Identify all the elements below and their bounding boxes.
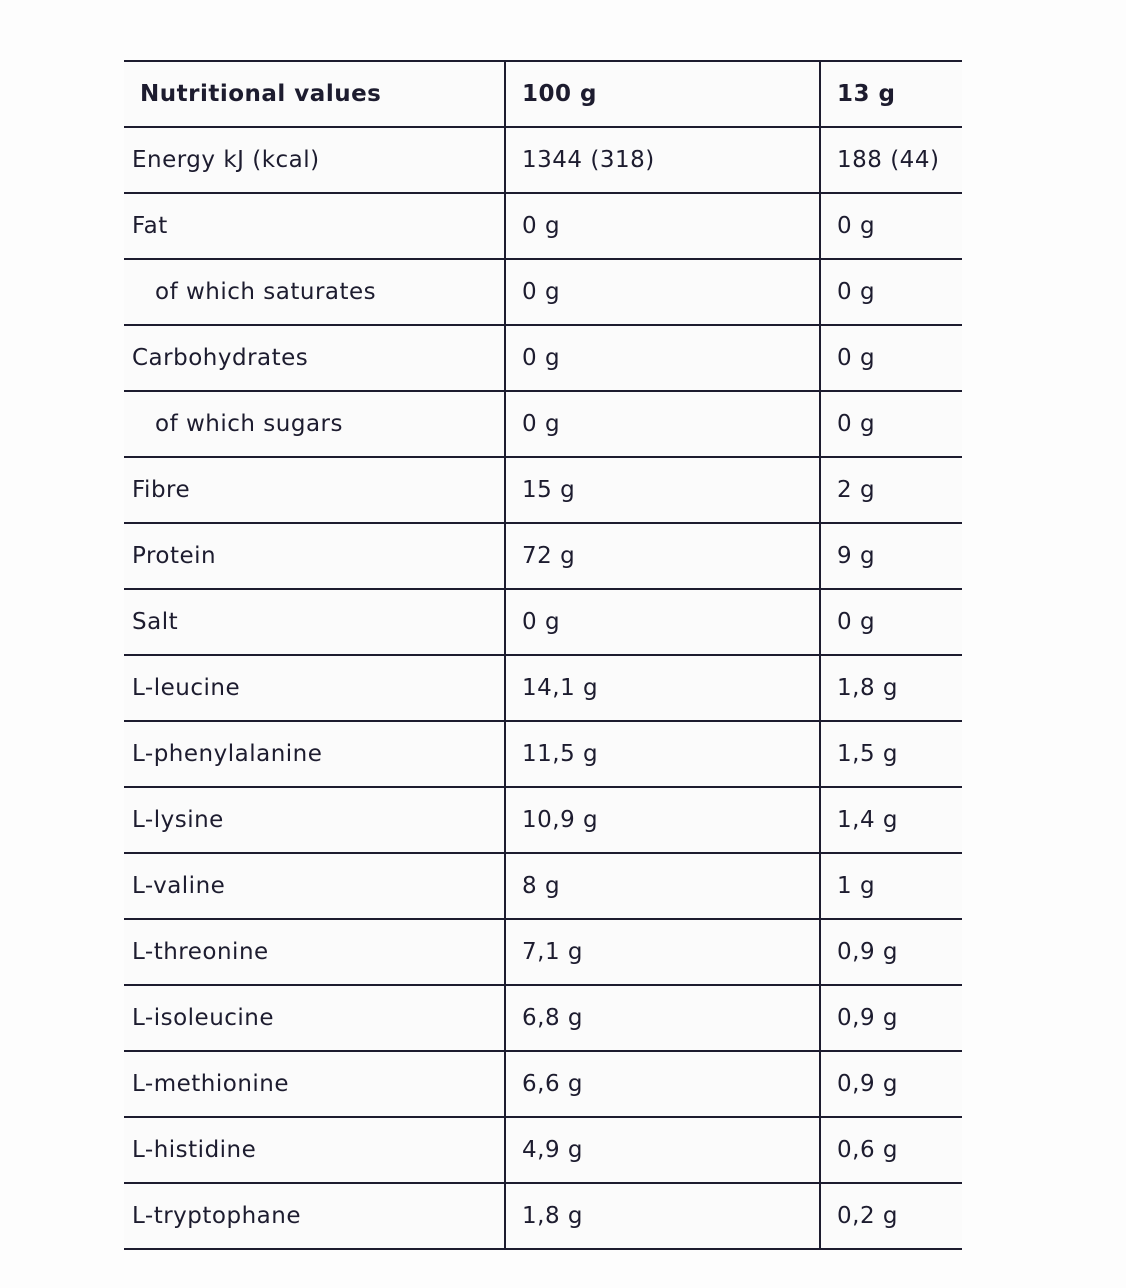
nutrient-name: Fibre — [124, 456, 505, 524]
value-per-serving: 1,5 g — [820, 720, 962, 788]
value-per-100g: 0 g — [504, 324, 821, 392]
header-row: Nutritional values 100 g 13 g — [124, 60, 962, 128]
table-row: Energy kJ (kcal) 1344 (318) 188 (44) — [124, 126, 962, 194]
value-per-100g: 72 g — [504, 522, 821, 590]
nutrient-name: Salt — [124, 588, 505, 656]
value-per-serving: 0 g — [820, 192, 962, 260]
table-row: L-threonine 7,1 g 0,9 g — [124, 918, 962, 986]
value-per-100g: 0 g — [504, 192, 821, 260]
nutrient-name: L-methionine — [124, 1050, 505, 1118]
value-per-serving: 188 (44) — [820, 126, 962, 194]
value-per-100g: 6,8 g — [504, 984, 821, 1052]
header-per-100g: 100 g — [504, 60, 821, 128]
nutrient-name: L-threonine — [124, 918, 505, 986]
nutrient-name: Carbohydrates — [124, 324, 505, 392]
value-per-serving: 0 g — [820, 390, 962, 458]
value-per-serving: 0 g — [820, 324, 962, 392]
nutrient-name: of which sugars — [124, 390, 505, 458]
value-per-100g: 15 g — [504, 456, 821, 524]
value-per-serving: 1,4 g — [820, 786, 962, 854]
nutrient-name: L-lysine — [124, 786, 505, 854]
value-per-serving: 0,9 g — [820, 918, 962, 986]
value-per-100g: 0 g — [504, 258, 821, 326]
header-per-serving: 13 g — [820, 60, 962, 128]
nutrient-name: Fat — [124, 192, 505, 260]
value-per-serving: 0,6 g — [820, 1116, 962, 1184]
table-row: L-methionine 6,6 g 0,9 g — [124, 1050, 962, 1118]
value-per-100g: 14,1 g — [504, 654, 821, 722]
value-per-100g: 0 g — [504, 390, 821, 458]
value-per-serving: 0,9 g — [820, 984, 962, 1052]
value-per-serving: 0 g — [820, 258, 962, 326]
value-per-serving: 0 g — [820, 588, 962, 656]
nutrient-name: Protein — [124, 522, 505, 590]
nutrient-name: L-tryptophane — [124, 1182, 505, 1250]
table-row: L-phenylalanine 11,5 g 1,5 g — [124, 720, 962, 788]
table-row: L-isoleucine 6,8 g 0,9 g — [124, 984, 962, 1052]
value-per-serving: 1,8 g — [820, 654, 962, 722]
nutrition-table: Nutritional values 100 g 13 g Energy kJ … — [124, 60, 962, 1250]
nutrient-name: L-phenylalanine — [124, 720, 505, 788]
value-per-100g: 6,6 g — [504, 1050, 821, 1118]
value-per-serving: 0,2 g — [820, 1182, 962, 1250]
value-per-100g: 1,8 g — [504, 1182, 821, 1250]
value-per-100g: 1344 (318) — [504, 126, 821, 194]
table-row: L-leucine 14,1 g 1,8 g — [124, 654, 962, 722]
value-per-serving: 2 g — [820, 456, 962, 524]
nutrient-name: L-valine — [124, 852, 505, 920]
value-per-100g: 10,9 g — [504, 786, 821, 854]
header-nutritional-values: Nutritional values — [124, 60, 505, 128]
value-per-100g: 0 g — [504, 588, 821, 656]
nutrition-rows: Energy kJ (kcal) 1344 (318) 188 (44) Fat 0 g… — [124, 126, 962, 1250]
nutrient-name: L-leucine — [124, 654, 505, 722]
value-per-100g: 7,1 g — [504, 918, 821, 986]
value-per-100g: 11,5 g — [504, 720, 821, 788]
value-per-serving: 1 g — [820, 852, 962, 920]
nutrient-name: of which saturates — [124, 258, 505, 326]
table-row: L-histidine 4,9 g 0,6 g — [124, 1116, 962, 1184]
nutrient-name: L-isoleucine — [124, 984, 505, 1052]
table-row: L-lysine 10,9 g 1,4 g — [124, 786, 962, 854]
table-row: L-tryptophane 1,8 g 0,2 g — [124, 1182, 962, 1250]
value-per-serving: 9 g — [820, 522, 962, 590]
value-per-100g: 4,9 g — [504, 1116, 821, 1184]
value-per-100g: 8 g — [504, 852, 821, 920]
nutrient-name: L-histidine — [124, 1116, 505, 1184]
value-per-serving: 0,9 g — [820, 1050, 962, 1118]
nutrient-name: Energy kJ (kcal) — [124, 126, 505, 194]
